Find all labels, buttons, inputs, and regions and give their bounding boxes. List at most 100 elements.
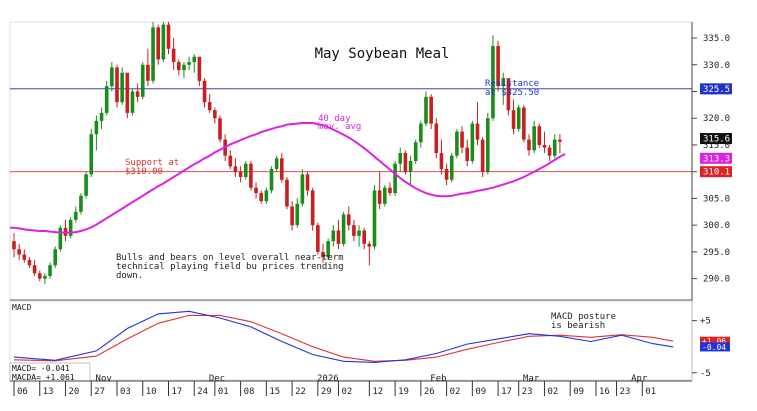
candle-body [99,112,104,121]
resistance-annotation: Resistance at $325.50 [485,79,545,98]
price-tick-label: 320.0 [703,114,730,124]
candle-body [58,227,63,250]
moving-average-line [10,122,566,234]
candle-body [17,249,21,255]
candle-body [22,254,27,260]
candle [110,62,114,92]
candle [295,198,300,228]
candle-body [413,142,418,161]
candle [43,273,47,284]
candle-body [192,56,197,63]
macd-readout: MACD= -0.041 MACDA= +1.061 [9,362,91,382]
candle-body [362,230,366,244]
day-label: 02 [341,387,352,397]
day-label: 29 [321,387,332,397]
candle-body [238,171,243,178]
svg-text:313.3: 313.3 [703,154,730,164]
candle [228,150,233,170]
day-label: 26 [424,387,435,397]
candle-body [12,241,16,250]
candle-body [125,72,130,113]
price-tick-label: 315.0 [703,141,730,151]
candle [140,62,145,100]
candle [331,225,336,247]
candle-body [79,195,83,212]
candle [346,206,351,231]
candle-body [449,155,454,180]
candle [285,177,289,210]
candle [254,182,258,199]
svg-text:315.6: 315.6 [703,135,730,145]
candle [207,94,212,113]
candle-body [233,166,238,172]
month-label: Apr [631,374,648,384]
candle [516,104,521,132]
day-label: 16 [599,387,610,397]
day-label: 15 [269,387,280,397]
candle [238,166,243,183]
candle [341,211,346,247]
candle-body [424,96,428,124]
candle-body [326,241,330,258]
candle-body [115,67,119,103]
candle [393,161,397,196]
candle [53,246,57,268]
candle [151,22,155,84]
candle-body [89,134,94,175]
macd-note-line-2: is bearish [551,321,605,331]
candle-body [522,107,526,140]
day-label: 13 [43,387,54,397]
candle [171,38,176,71]
candle-body [558,139,562,142]
candle-body [305,174,310,191]
candle [104,80,109,116]
market-note-line-2: technical playing field bu prices trendi… [116,262,344,272]
candle-body [367,243,372,247]
candle-body [274,158,279,170]
candle [367,241,372,266]
candle [166,22,171,55]
candle-body [403,152,408,172]
candle [218,115,222,143]
macd-panel-label: MACD [12,303,31,312]
candle-body [388,187,392,194]
candle-body [552,139,557,156]
candle-body [470,123,475,161]
day-label: 06 [17,387,28,397]
candle [352,219,356,242]
day-label: 23 [620,387,631,397]
candle [532,120,536,153]
candle [310,187,315,231]
candle-body [94,120,99,135]
price-tick-label: 305.0 [703,194,730,204]
candle-body [316,225,320,252]
candle [547,144,552,161]
candle [383,185,387,207]
chart-title: May Soybean Meal [315,46,450,62]
ma-annotation-line-2: mov. avg [318,122,361,132]
candle [135,83,140,103]
resistance-price-tag: 325.5 [700,83,732,95]
candle-body [161,24,166,60]
candle-body [140,64,145,97]
candle [486,112,490,175]
price-tick-label: 290.0 [703,275,730,285]
candle [403,150,408,175]
candle-body [321,251,325,258]
candle [321,243,325,263]
macd-note-line-1: MACD posture [551,312,616,322]
candle-body [527,139,531,151]
candle-body [542,144,547,148]
candle-body [197,56,202,81]
candle-body [419,123,423,143]
candle [455,128,459,159]
month-label: 2026 [317,374,339,384]
candle-body [74,211,78,220]
month-label: Feb [430,374,446,384]
candle-body [285,179,289,207]
candle-body [104,86,109,113]
candle-body [37,273,42,279]
macda-readout-value: MACDA= +1.061 [12,373,75,382]
support-annotation-line-1: Support at [125,158,179,168]
candle [429,94,433,129]
